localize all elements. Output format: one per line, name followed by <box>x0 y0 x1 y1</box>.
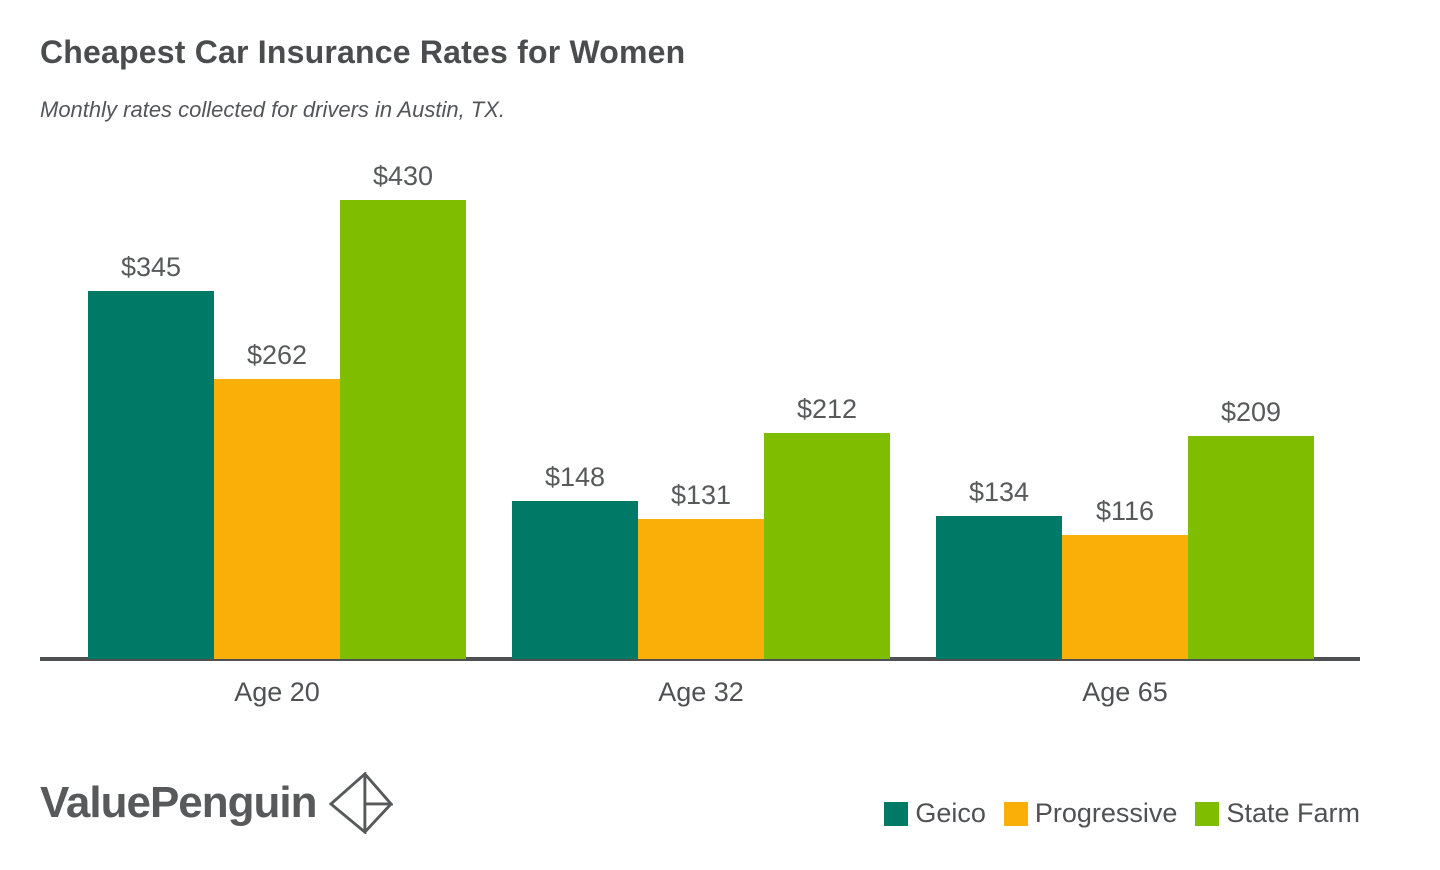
x-axis-label-age-32: Age 32 <box>658 677 744 707</box>
legend-item-state-farm: State Farm <box>1195 798 1360 829</box>
legend-swatch-state-farm <box>1195 801 1220 826</box>
bar-geico-age-65: $134 <box>936 477 1062 659</box>
bar-value-label: $131 <box>670 480 732 510</box>
bar-value-label: $134 <box>968 477 1030 507</box>
x-axis-line <box>40 657 1360 661</box>
bar-value-label: $116 <box>1095 496 1155 526</box>
bar-state-farm-age-65: $209 <box>1188 397 1314 659</box>
x-axis-label-age-65: Age 65 <box>1082 677 1168 707</box>
bar-geico-age-32: $148 <box>512 462 638 659</box>
bar-geico-age-20: $345 <box>88 252 214 659</box>
bar-progressive-age-32: $131 <box>638 480 764 659</box>
bar-value-label: $209 <box>1220 397 1282 427</box>
bar-progressive-age-20: $262 <box>214 340 340 659</box>
legend-item-progressive: Progressive <box>1003 798 1178 829</box>
legend-swatch-geico <box>884 801 909 826</box>
legend-label-geico: Geico <box>915 798 986 828</box>
logo-text: ValuePenguin <box>40 778 318 827</box>
bar-value-label: $345 <box>120 252 182 282</box>
bar-value-label: $148 <box>544 462 606 492</box>
bar-group-age-20: $345 $262 $430 <box>88 161 466 659</box>
legend-item-geico: Geico <box>884 798 986 829</box>
bar-group-age-65: $134 $116 $209 <box>936 397 1314 659</box>
chart-title: Cheapest Car Insurance Rates for Women <box>40 34 686 70</box>
legend-swatch-progressive <box>1003 801 1028 826</box>
bar-value-label: $212 <box>796 394 858 424</box>
legend-label-progressive: Progressive <box>1034 798 1178 828</box>
plot-area: $345 $262 $430 Age 20 $148 $131 $212 Age 32 $134… <box>40 0 1360 707</box>
origami-penguin-icon <box>328 772 393 834</box>
bar-progressive-age-65: $116 <box>1062 496 1188 659</box>
bar-state-farm-age-32: $212 <box>764 394 890 659</box>
valuepenguin-logo: ValuePenguin <box>40 770 393 836</box>
bar-value-label: $430 <box>372 161 434 191</box>
chart-subtitle: Monthly rates collected for drivers in A… <box>40 97 506 122</box>
bar-group-age-32: $148 $131 $212 <box>512 394 890 659</box>
x-axis-label-age-20: Age 20 <box>234 677 320 707</box>
bar-state-farm-age-20: $430 <box>340 161 466 659</box>
legend: Geico Progressive State Farm <box>884 798 1360 829</box>
bar-value-label: $262 <box>246 340 308 370</box>
legend-label-state-farm: State Farm <box>1226 798 1360 828</box>
